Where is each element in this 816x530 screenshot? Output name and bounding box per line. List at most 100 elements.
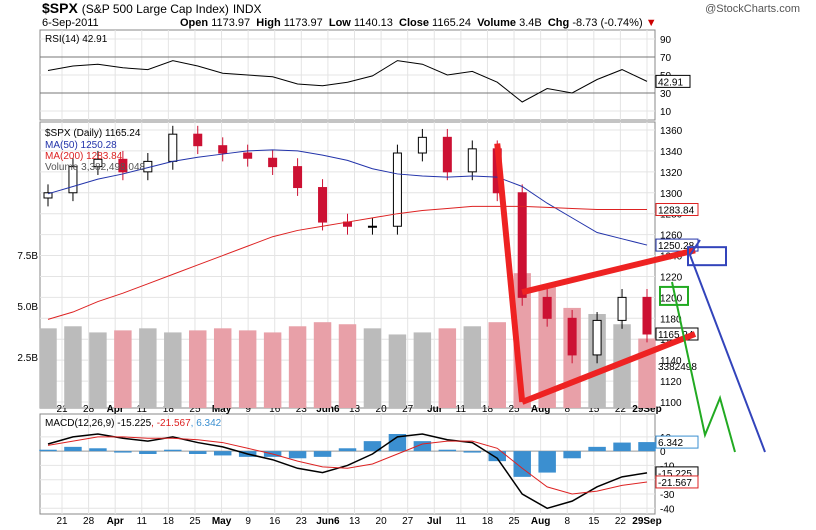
candle-body xyxy=(617,296,627,321)
ma50-value-label: 1250.28 xyxy=(658,241,695,252)
volume-label: Volume xyxy=(477,17,517,29)
x-tick-label-bottom: 25 xyxy=(189,516,201,527)
close-label: Close xyxy=(399,17,429,29)
macd-hist-value-label: 6.342 xyxy=(658,438,683,449)
macd-histogram-bar xyxy=(64,446,82,452)
x-tick-label: 20 xyxy=(376,404,388,415)
macd-histogram-bar xyxy=(463,451,482,453)
volume-bar xyxy=(438,328,457,408)
volume-bar xyxy=(238,330,257,408)
macd-histogram-bar xyxy=(363,441,382,452)
price-tick-label: 1120 xyxy=(660,377,682,388)
chg-value: -8.73 (-0.74%) xyxy=(572,17,643,29)
x-tick-label-bottom: 16 xyxy=(269,516,281,527)
volume-bar xyxy=(363,328,382,408)
candle-body xyxy=(168,133,178,162)
macd-histogram-bar xyxy=(114,451,132,453)
price-tick-label: 1220 xyxy=(660,272,683,283)
target-box-blue xyxy=(687,246,727,267)
exchange: INDX xyxy=(232,2,262,16)
down-arrow-icon: ▼ xyxy=(645,17,657,29)
wedge-upper-line xyxy=(521,247,696,296)
volume-bar xyxy=(488,322,506,408)
volume-tick-label: 2.5B xyxy=(17,353,38,364)
volume-bar xyxy=(413,332,432,408)
macd-line xyxy=(47,433,648,510)
volume-bar xyxy=(463,326,482,408)
candle-body xyxy=(442,136,452,173)
volume-tick-label: 7.5B xyxy=(17,251,38,262)
volume-bar xyxy=(139,328,157,408)
rsi-tick-label: 30 xyxy=(660,89,672,100)
ma200-line xyxy=(47,205,647,320)
quote-bar: Open 1173.97 High 1173.97 Low 1140.13 Cl… xyxy=(180,17,657,29)
x-tick-label-bottom: 15 xyxy=(588,516,600,527)
x-tick-label-bottom: 11 xyxy=(456,516,467,527)
price-tick-label: 1200 xyxy=(660,293,683,304)
x-tick-label-bottom: Jul xyxy=(427,516,442,527)
macd-value-label: -15.225 xyxy=(658,469,692,480)
x-tick-label-bottom: 11 xyxy=(137,516,148,527)
volume-bar xyxy=(189,330,207,408)
x-tick-label: 16 xyxy=(269,404,281,415)
volume-bar xyxy=(213,328,232,408)
macd-histogram-bar xyxy=(538,451,556,473)
chg-label: Chg xyxy=(547,17,570,29)
macd-histogram-bar xyxy=(438,449,457,452)
ma200-legend: MA(200) 1283.84 xyxy=(45,151,123,162)
candle-body xyxy=(417,136,427,154)
macd-signal-line xyxy=(47,436,648,495)
high-label: High xyxy=(256,17,281,29)
volume-bar xyxy=(39,328,57,408)
volume-bar xyxy=(263,332,282,408)
candle-body xyxy=(118,158,128,173)
volume-bar xyxy=(114,330,132,408)
price-tick-label: 1180 xyxy=(660,314,682,325)
macd-legend: MACD(12,26,9) -15.225, -21.567, 6.342 xyxy=(45,418,222,429)
quote-date: 6-Sep-2011 xyxy=(42,17,99,29)
x-tick-label: 9 xyxy=(245,404,251,415)
x-tick-label-bottom: Jun6 xyxy=(316,516,340,527)
macd-histogram-bar xyxy=(613,442,631,452)
x-tick-label: 11 xyxy=(137,404,148,415)
volume-bar xyxy=(338,324,357,408)
macd-histogram-bar xyxy=(513,451,531,477)
symbol-title: $SPX (S&P 500 Large Cap Index) INDX xyxy=(42,0,261,16)
candle-body xyxy=(467,148,477,173)
close-value-label: 1165.24 xyxy=(658,330,694,341)
x-tick-label: 15 xyxy=(588,404,600,415)
x-tick-label-bottom: Apr xyxy=(107,516,124,527)
volume-value: 3.4B xyxy=(519,17,542,29)
candle-body xyxy=(193,133,203,147)
drop-trend-line xyxy=(494,143,526,403)
macd-histogram-bar xyxy=(213,451,232,456)
chart-header: $SPX (S&P 500 Large Cap Index) INDX 6-Se… xyxy=(0,0,816,30)
macd-histogram-bar xyxy=(388,434,407,452)
rsi-tick-label: 10 xyxy=(660,107,672,118)
x-tick-label: 29Sep xyxy=(632,404,661,415)
x-tick-label-bottom: 13 xyxy=(349,516,361,527)
macd-histogram-bar xyxy=(638,442,656,452)
x-tick-label: Apr xyxy=(107,404,124,415)
price-tick-label: 1100 xyxy=(660,398,682,409)
candle-body xyxy=(517,192,527,298)
x-tick-label: May xyxy=(212,404,232,415)
x-tick-label: 25 xyxy=(189,404,201,415)
volume-bar xyxy=(313,322,332,408)
x-tick-label: 27 xyxy=(402,404,414,415)
low-value: 1140.13 xyxy=(353,17,393,29)
volume-tick-label: 5.0B xyxy=(17,302,38,313)
volume-bar xyxy=(388,334,407,408)
x-tick-label-bottom: 18 xyxy=(482,516,494,527)
close-value: 1165.24 xyxy=(432,17,471,29)
macd-legend-part: , 6.342 xyxy=(191,418,222,429)
macd-histogram-bar xyxy=(563,451,581,459)
x-tick-label: 8 xyxy=(564,404,570,415)
candle-body xyxy=(218,145,228,154)
volume-bar xyxy=(64,326,82,408)
price-tick-label: 1360 xyxy=(660,126,683,137)
volume-bar xyxy=(89,332,107,408)
x-tick-label: 18 xyxy=(482,404,494,415)
x-tick-label-bottom: 28 xyxy=(83,516,95,527)
